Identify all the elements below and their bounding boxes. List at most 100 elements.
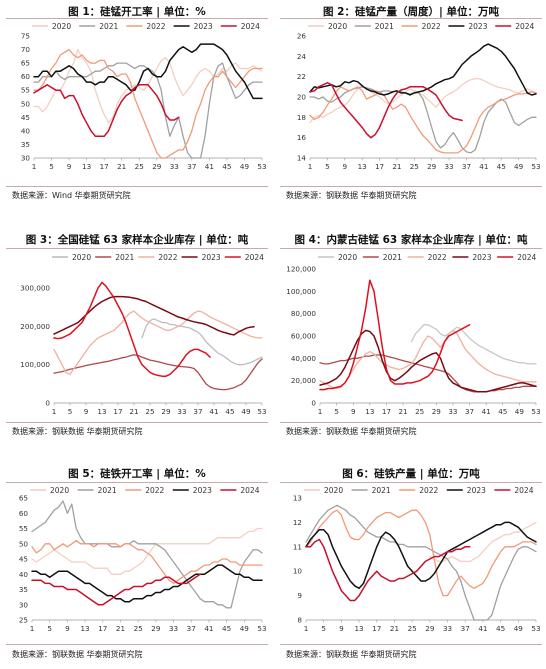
legend-item: 2023 <box>173 22 213 31</box>
legend-label: 2020 <box>52 22 71 31</box>
x-tick-label: 13 <box>80 624 89 633</box>
y-tick-label: 26 <box>297 32 307 41</box>
y-tick-label: 30 <box>19 600 29 609</box>
x-tick-label: 9 <box>351 407 356 416</box>
y-axis: 0 20,000 40,000 60,000 80,000 100,000 120,000 <box>286 265 316 408</box>
legend-item: 2023 <box>172 486 212 495</box>
x-tick-label: 45 <box>225 407 234 416</box>
x-tick-label: 37 <box>461 624 470 633</box>
legend-label: 2022 <box>146 22 165 31</box>
title-divider <box>6 18 268 19</box>
x-tick-label: 25 <box>410 162 419 171</box>
y-tick-label: 24 <box>297 52 307 61</box>
x-tick-label: 33 <box>444 162 453 171</box>
source-note: 数据来源：钢联数据 华泰期货研究院 <box>286 427 417 436</box>
legend-label: 2022 <box>422 22 441 31</box>
legend-item: 2024 <box>497 253 537 262</box>
legend-label: 2021 <box>99 22 118 31</box>
x-axis: 1 5 9 13 17 21 25 29 33 37 41 45 49 53 <box>32 157 267 171</box>
legend-label: 2021 <box>383 253 402 262</box>
y-tick-label: 40 <box>21 126 31 135</box>
series-line-2020 <box>141 318 263 366</box>
y-tick-label: 11 <box>293 542 302 551</box>
x-tick-label: 17 <box>382 407 391 416</box>
x-tick-label: 21 <box>392 162 401 171</box>
legend-label: 2023 <box>202 253 221 262</box>
series-line-2022 <box>319 329 537 390</box>
legend-label: 2024 <box>240 486 259 495</box>
series-line-2022 <box>31 540 263 585</box>
line-chart: 2020 2021 2022 2023 2024 25 30 35 40 45 50 55 60 65 1 5… <box>19 486 267 633</box>
series-line-2021 <box>305 504 537 621</box>
x-tick-label: 53 <box>257 162 266 171</box>
legend-item: 2020 <box>318 253 357 262</box>
y-tick-label: 20,000 <box>291 376 317 385</box>
title-divider <box>280 248 542 249</box>
legend-label: 2020 <box>328 22 347 31</box>
legend-label: 2021 <box>98 486 117 495</box>
legend: 2020 2021 2022 2023 2024 <box>318 253 537 262</box>
x-tick-label: 45 <box>222 162 231 171</box>
y-tick-label: 75 <box>21 32 30 41</box>
x-tick-label: 17 <box>113 407 122 416</box>
legend-item: 2022 <box>407 253 447 262</box>
series-line-2020 <box>309 78 537 124</box>
x-axis: 1 5 9 13 17 21 25 29 33 37 41 45 49 53 <box>318 402 541 416</box>
y-axis: 14 16 18 20 22 24 26 <box>297 32 307 163</box>
x-tick-label: 13 <box>97 407 106 416</box>
y-tick-label: 50 <box>21 99 31 108</box>
y-tick-label: 22 <box>297 72 306 81</box>
x-tick-label: 41 <box>209 407 218 416</box>
series-line-2020 <box>33 48 263 124</box>
series-line-2024 <box>31 573 201 606</box>
x-tick-label: 17 <box>98 624 107 633</box>
series-line-2021 <box>309 86 537 154</box>
x-tick-label: 49 <box>514 162 524 171</box>
legend-label: 2023 <box>467 486 486 495</box>
title-divider <box>6 482 268 483</box>
legend: 2020 2021 2022 2023 2024 <box>32 22 260 31</box>
legend-item: 2021 <box>354 22 394 31</box>
x-tick-label: 25 <box>134 624 143 633</box>
y-tick-label: 14 <box>297 154 307 163</box>
x-tick-label: 1 <box>30 624 35 633</box>
legend-label: 2020 <box>338 253 357 262</box>
y-tick-label: 0 <box>311 399 316 408</box>
x-tick-label: 1 <box>318 407 323 416</box>
y-tick-label: 70 <box>21 45 31 54</box>
x-tick-label: 37 <box>462 162 471 171</box>
x-tick-label: 25 <box>145 407 154 416</box>
series-line-2024 <box>53 281 211 377</box>
x-tick-label: 53 <box>257 407 266 416</box>
chart-title: 图 3：全国硅锰 63 家样本企业库存 | 单位：吨 <box>25 234 249 246</box>
legend-label: 2021 <box>375 22 394 31</box>
series-line-2023 <box>31 564 263 603</box>
plot-area <box>319 279 537 393</box>
y-tick-label: 100,000 <box>286 287 316 296</box>
source-divider <box>6 186 268 187</box>
y-tick-label: 100,000 <box>20 360 50 369</box>
y-tick-label: 10 <box>293 567 303 576</box>
y-tick-label: 30 <box>21 154 31 163</box>
x-tick-label: 17 <box>375 162 384 171</box>
legend-label: 2024 <box>515 22 534 31</box>
x-tick-label: 13 <box>354 624 363 633</box>
legend-item: 2023 <box>452 253 492 262</box>
series-line-2023 <box>309 43 537 96</box>
x-tick-label: 41 <box>482 407 491 416</box>
series-line-2022 <box>53 310 263 375</box>
x-tick-label: 37 <box>465 407 474 416</box>
x-tick-label: 53 <box>531 407 540 416</box>
chart-title: 图 4：内蒙古硅锰 63 家样本企业库存 | 单位：吨 <box>294 234 528 246</box>
x-tick-label: 9 <box>342 162 347 171</box>
title-divider <box>6 248 268 249</box>
plot-area <box>305 504 537 621</box>
series-line-2024 <box>33 84 180 138</box>
y-tick-label: 40 <box>19 570 29 579</box>
series-line-2024 <box>319 279 471 391</box>
legend-label: 2024 <box>514 486 533 495</box>
title-divider <box>280 18 542 19</box>
x-tick-label: 41 <box>205 162 214 171</box>
source-divider <box>280 644 542 645</box>
series-line-2022 <box>309 86 537 154</box>
